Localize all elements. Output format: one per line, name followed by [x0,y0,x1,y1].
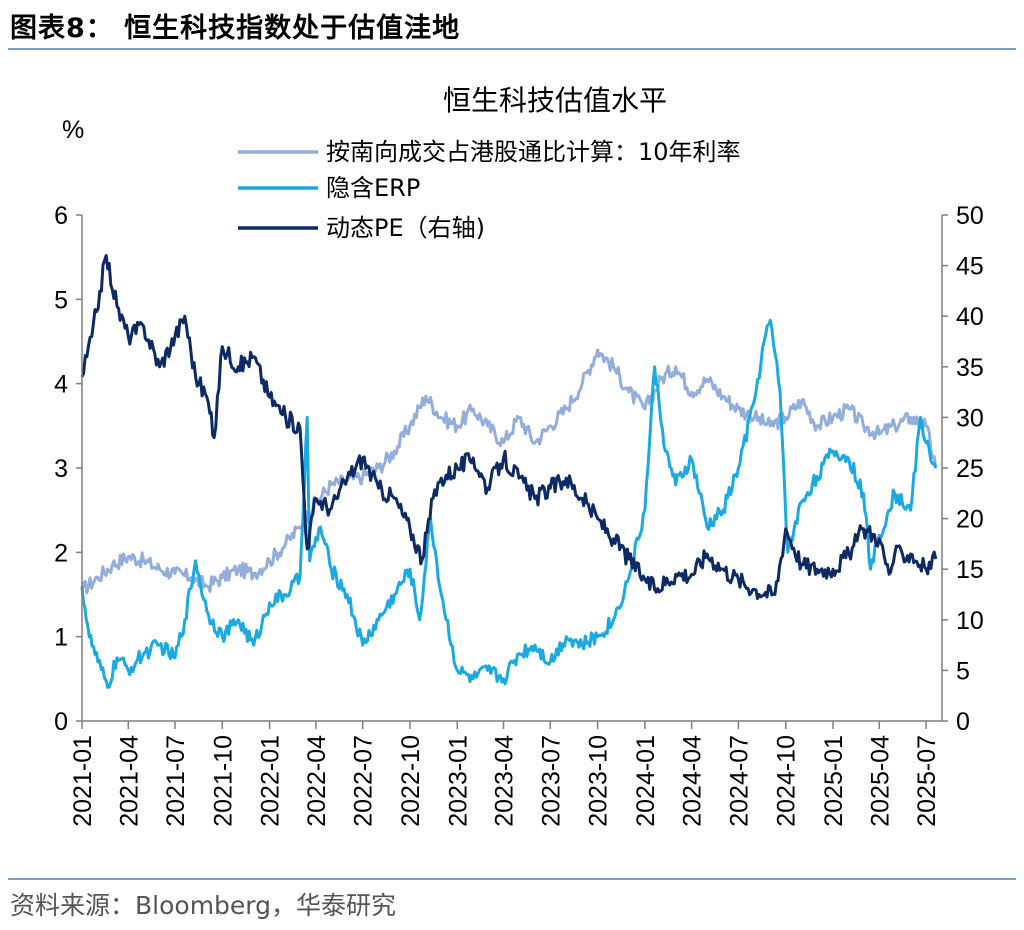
x-tick-label: 2024-10 [773,735,801,827]
y-right-tick-label: 45 [956,253,984,281]
x-tick-label: 2025-01 [820,735,848,827]
x-tick-label: 2022-07 [350,735,378,827]
legend-label-1: 按南向成交占港股通比计算：10年利率 [326,138,741,166]
series-layer [80,254,938,689]
x-tick-label: 2021-10 [209,735,237,827]
legend-label-3: 动态PE（右轴) [326,214,485,242]
y-right-tick-label: 10 [956,607,984,635]
figure-title: 图表8： 恒生科技指数处于估值洼地 [10,13,461,44]
y-left-tick-label: 0 [54,708,68,736]
legend-label-2: 隐含ERP [326,174,420,202]
x-tick-label: 2022-10 [397,735,425,827]
chart-title: 恒生科技估值水平 [443,84,667,117]
y-right-tick-label: 5 [956,657,970,685]
x-tick-label: 2022-04 [303,735,331,827]
y-right-tick-label: 25 [956,455,984,483]
source-note: 资料来源：Bloomberg，华泰研究 [10,891,396,920]
x-tick-label: 2024-01 [632,735,660,827]
x-tick-label: 2023-10 [585,735,613,827]
x-tick-label: 2021-07 [162,735,190,827]
x-tick-label: 2025-07 [913,735,941,827]
bottom-divider [8,878,1016,880]
y-right-tick-label: 50 [956,202,984,230]
y-right-tick-label: 0 [956,708,970,736]
y-right-tick-label: 15 [956,556,984,584]
series-line-1 [80,348,938,595]
y-right-tick-label: 40 [956,303,984,331]
x-tick-label: 2021-04 [115,735,143,827]
y-left-tick-label: 3 [54,455,68,483]
y-right-tick-label: 35 [956,354,984,382]
x-tick-label: 2024-07 [725,735,753,827]
x-tick-label: 2022-01 [257,735,285,827]
y-left-tick-label: 5 [54,286,68,314]
x-tick-label: 2025-04 [866,735,894,827]
x-tick-label: 2023-04 [491,735,519,827]
series-line-2 [80,318,938,689]
y-axis-left-label: % [62,116,84,144]
top-divider [8,48,1016,50]
y-left-tick-label: 6 [54,202,68,230]
y-left-tick-label: 2 [54,539,68,567]
x-tick-label: 2024-04 [679,735,707,827]
y-right-tick-label: 20 [956,506,984,534]
y-left-tick-label: 4 [54,371,68,399]
y-left-tick-label: 1 [54,624,68,652]
x-tick-label: 2023-07 [537,735,565,827]
series-line-3 [80,254,938,600]
y-right-tick-label: 30 [956,404,984,432]
x-tick-label: 2021-01 [69,735,97,827]
x-tick-label: 2023-01 [444,735,472,827]
